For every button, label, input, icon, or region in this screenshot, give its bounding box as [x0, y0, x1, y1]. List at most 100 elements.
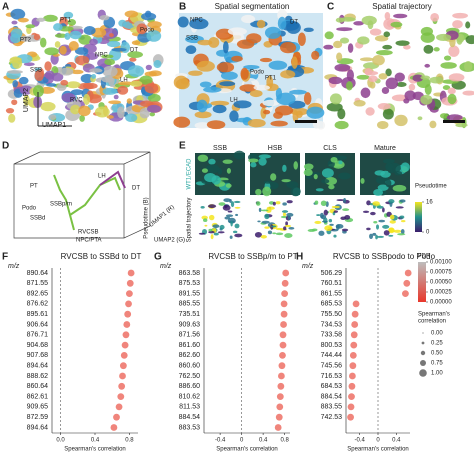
dot — [351, 321, 359, 328]
blob — [224, 204, 228, 209]
blob — [235, 213, 239, 217]
blob — [59, 45, 67, 55]
blob — [212, 104, 227, 114]
blob — [83, 93, 91, 106]
blob — [208, 228, 213, 232]
blob — [372, 54, 385, 66]
blob — [442, 85, 451, 90]
annotation: SSB — [186, 36, 198, 42]
row-label: Spatial trajectory — [187, 198, 193, 243]
blob — [394, 114, 408, 127]
blob — [328, 218, 333, 223]
blob — [19, 85, 33, 95]
x-tick-label: 0 — [240, 438, 244, 444]
blob — [361, 15, 377, 26]
blob — [328, 184, 335, 190]
blob — [280, 215, 288, 219]
blob — [256, 19, 266, 29]
dot — [404, 269, 412, 277]
blob — [247, 118, 266, 128]
blob — [262, 99, 280, 107]
blob — [346, 81, 353, 91]
blob — [288, 226, 295, 230]
blob — [86, 94, 102, 104]
blob — [25, 24, 36, 29]
y-axis-label: m/z — [160, 263, 172, 270]
annotation: PT — [30, 184, 38, 190]
blob — [34, 69, 44, 82]
y-tick-label: 810.62 — [179, 393, 201, 400]
blob — [282, 212, 287, 217]
blob — [336, 199, 345, 202]
blob — [23, 94, 30, 106]
blob — [334, 120, 349, 130]
blob — [259, 57, 273, 63]
panel-label: A — [2, 2, 9, 13]
blob — [145, 64, 152, 71]
blob — [385, 162, 394, 171]
blob — [70, 89, 84, 96]
blob — [79, 114, 85, 122]
blob — [385, 77, 399, 90]
y-tick-label: 895.61 — [27, 311, 49, 318]
blob — [374, 170, 385, 176]
column-label: SSB — [213, 145, 227, 152]
blob — [49, 114, 57, 121]
blob — [235, 117, 253, 123]
x-tick-label: 0.4 — [392, 438, 401, 444]
blob — [400, 162, 410, 172]
blob — [420, 94, 433, 105]
blob — [331, 205, 340, 209]
blob — [395, 206, 404, 209]
blob — [89, 38, 98, 46]
blob — [260, 209, 269, 212]
blob — [417, 116, 423, 121]
blob — [206, 120, 226, 130]
blob — [341, 228, 349, 232]
blob — [395, 40, 410, 46]
y-tick-label: 909.63 — [179, 321, 201, 328]
blob — [66, 81, 81, 89]
dot — [279, 352, 286, 359]
dot — [349, 372, 356, 380]
chart-title: RVCSB to SSBd to DT — [61, 252, 142, 261]
blob — [139, 75, 153, 85]
blob — [394, 72, 405, 82]
dot — [350, 341, 358, 349]
blob — [144, 71, 157, 77]
blob — [283, 226, 287, 231]
blob — [58, 67, 74, 76]
blob — [39, 37, 47, 48]
dot — [115, 403, 123, 411]
panel-label: C — [327, 2, 334, 13]
legend-title: Spearman's — [418, 312, 450, 318]
blob — [382, 108, 394, 120]
x-tick-label: 0.8 — [280, 438, 289, 444]
blob — [196, 60, 215, 72]
blob — [433, 47, 440, 52]
column-label: CLS — [323, 145, 337, 152]
blob — [340, 17, 356, 22]
y-tick-label: 862.61 — [27, 393, 49, 400]
blob — [287, 215, 291, 221]
blob — [321, 168, 334, 178]
blob — [203, 86, 222, 93]
y-tick-label: 760.51 — [321, 280, 343, 287]
blob — [385, 68, 392, 77]
dot — [118, 382, 126, 390]
blob — [233, 200, 241, 203]
blob — [382, 207, 385, 213]
size-key — [419, 369, 427, 377]
blob — [424, 63, 431, 68]
colorbar-tick-label: 0.00100 — [430, 260, 452, 266]
legend-label: 0.25 — [431, 341, 443, 347]
blob — [297, 32, 306, 47]
blob — [139, 107, 150, 119]
y-tick-label: 892.65 — [27, 290, 49, 297]
dot — [351, 310, 359, 318]
blob — [353, 21, 364, 26]
blob — [223, 198, 231, 203]
blob — [400, 228, 405, 235]
blob — [233, 100, 252, 109]
blob — [334, 63, 351, 72]
